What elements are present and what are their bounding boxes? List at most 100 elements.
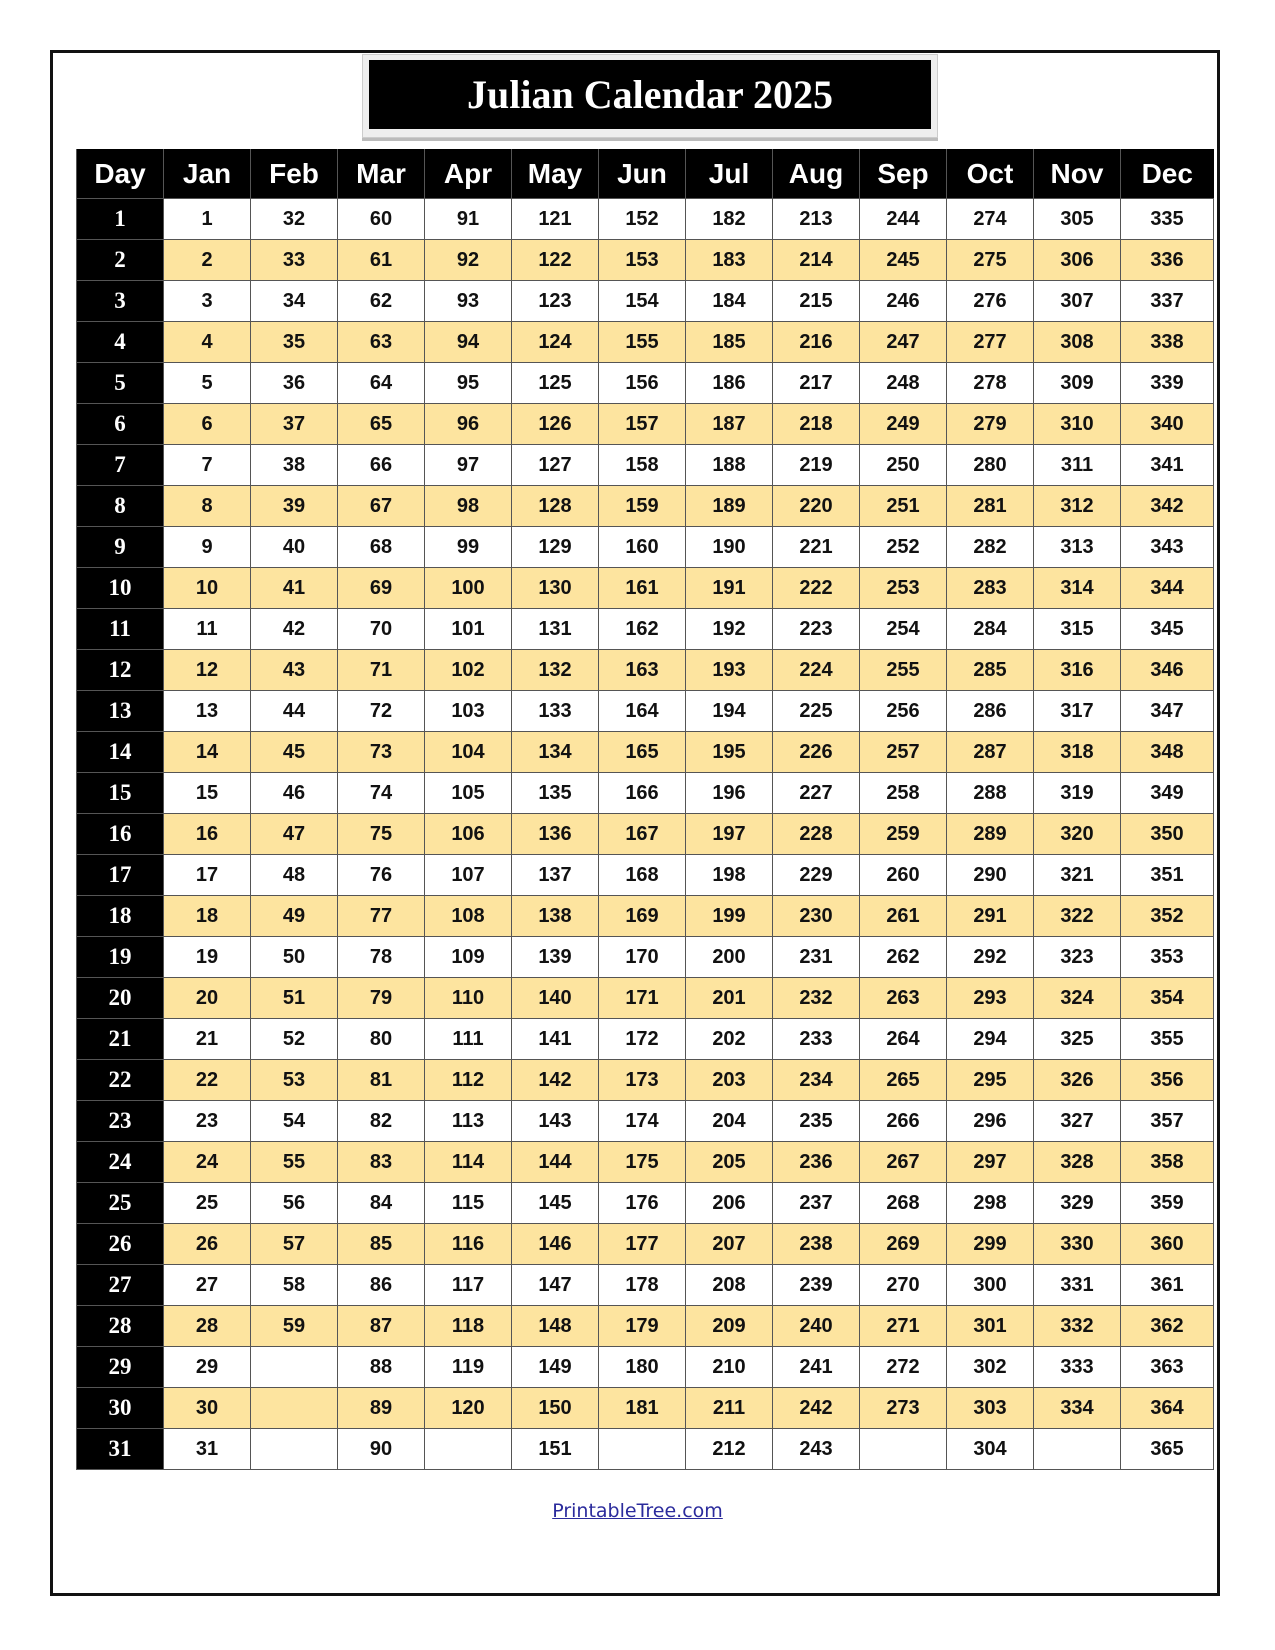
julian-date-cell: 176	[598, 1182, 686, 1224]
julian-date-cell: 157	[598, 403, 686, 445]
julian-date-cell: 291	[946, 895, 1034, 937]
julian-date-cell: 190	[685, 526, 773, 568]
julian-date-cell: 21	[163, 1018, 251, 1060]
julian-date-cell: 195	[685, 731, 773, 773]
day-number-cell: 12	[76, 649, 164, 691]
julian-date-cell: 13	[163, 690, 251, 732]
day-number-cell: 13	[76, 690, 164, 732]
julian-date-cell: 222	[772, 567, 860, 609]
julian-date-cell: 270	[859, 1264, 947, 1306]
julian-date-cell: 333	[1033, 1346, 1121, 1388]
julian-date-cell: 294	[946, 1018, 1034, 1060]
julian-date-cell: 108	[424, 895, 512, 937]
julian-date-cell: 343	[1120, 526, 1214, 568]
day-number-cell: 1	[76, 198, 164, 240]
day-number-cell: 8	[76, 485, 164, 527]
julian-date-cell: 171	[598, 977, 686, 1019]
julian-date-cell: 280	[946, 444, 1034, 486]
table-row: 19 19 50 78 109 139 170 200 231 262 292 323 353	[76, 936, 1214, 978]
julian-date-cell: 140	[511, 977, 599, 1019]
julian-date-cell: 23	[163, 1100, 251, 1142]
julian-date-cell: 17	[163, 854, 251, 896]
julian-date-cell: 141	[511, 1018, 599, 1060]
julian-date-cell: 146	[511, 1223, 599, 1265]
table-row: 28 28 59 87 118 148 179 209 240 271 301 332 362	[76, 1305, 1214, 1347]
column-header-month: Aug	[772, 149, 860, 199]
julian-date-cell: 336	[1120, 239, 1214, 281]
julian-date-cell: 150	[511, 1387, 599, 1429]
julian-date-cell: 91	[424, 198, 512, 240]
julian-date-cell: 63	[337, 321, 425, 363]
julian-date-cell: 55	[250, 1141, 338, 1183]
julian-date-cell: 161	[598, 567, 686, 609]
julian-date-cell	[250, 1346, 338, 1388]
julian-date-cell: 244	[859, 198, 947, 240]
julian-date-cell: 239	[772, 1264, 860, 1306]
julian-date-cell: 311	[1033, 444, 1121, 486]
julian-date-cell: 306	[1033, 239, 1121, 281]
julian-date-cell: 198	[685, 854, 773, 896]
julian-date-cell: 149	[511, 1346, 599, 1388]
julian-date-cell: 274	[946, 198, 1034, 240]
day-number-cell: 16	[76, 813, 164, 855]
julian-date-cell: 319	[1033, 772, 1121, 814]
table-row: 30 30 89 120 150 181 211 242 273 303 334 364	[76, 1387, 1214, 1429]
julian-date-cell: 31	[163, 1428, 251, 1470]
julian-date-cell: 97	[424, 444, 512, 486]
julian-date-cell: 327	[1033, 1100, 1121, 1142]
julian-date-cell: 298	[946, 1182, 1034, 1224]
julian-date-cell: 179	[598, 1305, 686, 1347]
column-header-month: Dec	[1120, 149, 1214, 199]
julian-date-cell: 277	[946, 321, 1034, 363]
julian-date-cell: 321	[1033, 854, 1121, 896]
julian-date-cell: 228	[772, 813, 860, 855]
julian-date-cell: 356	[1120, 1059, 1214, 1101]
julian-date-cell: 2	[163, 239, 251, 281]
julian-date-cell: 262	[859, 936, 947, 978]
day-number-cell: 6	[76, 403, 164, 445]
table-row: 7 7 38 66 97 127 158 188 219 250 280 311 341	[76, 444, 1214, 486]
julian-date-cell: 242	[772, 1387, 860, 1429]
julian-date-cell: 278	[946, 362, 1034, 404]
day-number-cell: 2	[76, 239, 164, 281]
table-row: 31 31 90 151 212 243 304 365	[76, 1428, 1214, 1470]
day-number-cell: 4	[76, 321, 164, 363]
julian-date-cell: 187	[685, 403, 773, 445]
table-row: 29 29 88 119 149 180 210 241 272 302 333 363	[76, 1346, 1214, 1388]
julian-date-cell: 132	[511, 649, 599, 691]
julian-date-cell: 145	[511, 1182, 599, 1224]
julian-date-cell: 33	[250, 239, 338, 281]
julian-date-cell: 79	[337, 977, 425, 1019]
julian-date-cell: 154	[598, 280, 686, 322]
julian-date-cell: 328	[1033, 1141, 1121, 1183]
julian-date-cell: 347	[1120, 690, 1214, 732]
julian-date-cell: 155	[598, 321, 686, 363]
julian-date-cell: 118	[424, 1305, 512, 1347]
julian-date-cell: 170	[598, 936, 686, 978]
julian-date-cell: 143	[511, 1100, 599, 1142]
julian-date-cell: 121	[511, 198, 599, 240]
page-title: Julian Calendar 2025	[369, 60, 931, 129]
table-row: 3 3 34 62 93 123 154 184 215 246 276 307 337	[76, 280, 1214, 322]
julian-date-cell: 312	[1033, 485, 1121, 527]
julian-date-cell: 162	[598, 608, 686, 650]
julian-date-cell: 68	[337, 526, 425, 568]
julian-date-cell: 98	[424, 485, 512, 527]
julian-date-cell: 339	[1120, 362, 1214, 404]
julian-date-cell: 166	[598, 772, 686, 814]
julian-date-cell: 307	[1033, 280, 1121, 322]
printabletree-link[interactable]: PrintableTree.com	[552, 1500, 723, 1522]
julian-date-cell: 135	[511, 772, 599, 814]
julian-date-cell: 234	[772, 1059, 860, 1101]
julian-date-cell: 120	[424, 1387, 512, 1429]
julian-date-cell: 88	[337, 1346, 425, 1388]
julian-date-cell: 30	[163, 1387, 251, 1429]
table-row: 12 12 43 71 102 132 163 193 224 255 285 316 346	[76, 649, 1214, 691]
column-header-day: Day	[76, 149, 164, 199]
day-number-cell: 7	[76, 444, 164, 486]
julian-date-cell: 221	[772, 526, 860, 568]
julian-date-cell: 267	[859, 1141, 947, 1183]
julian-date-cell: 15	[163, 772, 251, 814]
julian-date-cell: 209	[685, 1305, 773, 1347]
julian-date-cell: 45	[250, 731, 338, 773]
